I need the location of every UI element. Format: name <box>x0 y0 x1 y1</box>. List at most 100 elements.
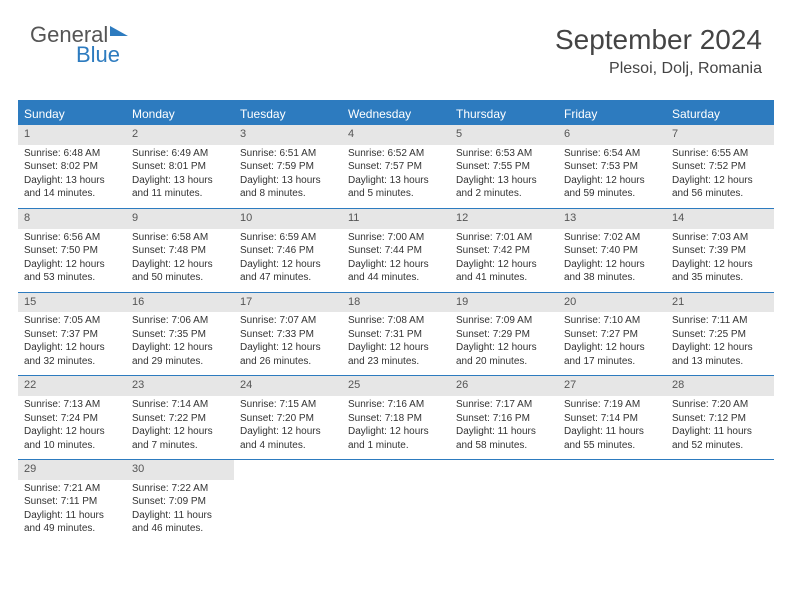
calendar-day: 22Sunrise: 7:13 AMSunset: 7:24 PMDayligh… <box>18 376 126 459</box>
daylight-line-1: Daylight: 11 hours <box>456 426 552 439</box>
dow-monday: Monday <box>126 102 234 125</box>
daylight-line-1: Daylight: 11 hours <box>132 510 228 523</box>
daylight-line-2: and 4 minutes. <box>240 440 336 453</box>
day-details: Sunrise: 7:14 AMSunset: 7:22 PMDaylight:… <box>126 399 234 452</box>
daylight-line-2: and 56 minutes. <box>672 188 768 201</box>
day-number: 30 <box>126 460 234 480</box>
daylight-line-2: and 35 minutes. <box>672 272 768 285</box>
calendar-day: 18Sunrise: 7:08 AMSunset: 7:31 PMDayligh… <box>342 293 450 376</box>
calendar-day: 30 Sunrise: 7:22 AMSunset: 7:09 PMDayligh… <box>126 460 234 543</box>
daylight-line-2: and 52 minutes. <box>672 440 768 453</box>
sunrise-line: Sunrise: 7:03 AM <box>672 232 768 245</box>
calendar-day: 8Sunrise: 6:56 AMSunset: 7:50 PMDaylight… <box>18 209 126 292</box>
calendar-day: 13 Sunrise: 7:02 AMSunset: 7:40 PMDayligh… <box>558 209 666 292</box>
daylight-line-1: Daylight: 13 hours <box>456 175 552 188</box>
daylight-line-1: Daylight: 12 hours <box>24 426 120 439</box>
sunset-line: Sunset: 7:48 PM <box>132 245 228 258</box>
daylight-line-2: and 23 minutes. <box>348 356 444 369</box>
daylight-line-1: Daylight: 12 hours <box>24 259 120 272</box>
daylight-line-2: and 49 minutes. <box>24 523 120 536</box>
calendar-day: 19Sunrise: 7:09 AMSunset: 7:29 PMDayligh… <box>450 293 558 376</box>
daylight-line-2: and 59 minutes. <box>564 188 660 201</box>
daylight-line-2: and 11 minutes. <box>132 188 228 201</box>
sunrise-line: Sunrise: 7:22 AM <box>132 483 228 496</box>
day-details: Sunrise: 7:07 AMSunset: 7:33 PMDaylight:… <box>234 315 342 368</box>
calendar-week: 15Sunrise: 7:05 AMSunset: 7:37 PMDayligh… <box>18 293 774 377</box>
day-number: 13 <box>558 209 666 229</box>
calendar-week: 22Sunrise: 7:13 AMSunset: 7:24 PMDayligh… <box>18 376 774 460</box>
sunset-line: Sunset: 7:31 PM <box>348 329 444 342</box>
daylight-line-1: Daylight: 12 hours <box>240 342 336 355</box>
sunrise-line: Sunrise: 7:05 AM <box>24 315 120 328</box>
daylight-line-1: Daylight: 12 hours <box>348 426 444 439</box>
daylight-line-1: Daylight: 12 hours <box>672 175 768 188</box>
day-details: Sunrise: 7:22 AMSunset: 7:09 PMDaylight:… <box>126 483 234 536</box>
day-number: 23 <box>126 376 234 396</box>
daylight-line-2: and 47 minutes. <box>240 272 336 285</box>
day-number: 27 <box>558 376 666 396</box>
calendar-week: 8Sunrise: 6:56 AMSunset: 7:50 PMDaylight… <box>18 209 774 293</box>
sunrise-line: Sunrise: 6:48 AM <box>24 148 120 161</box>
sunset-line: Sunset: 7:16 PM <box>456 413 552 426</box>
sunset-line: Sunset: 7:52 PM <box>672 161 768 174</box>
sunset-line: Sunset: 7:18 PM <box>348 413 444 426</box>
calendar-day: 16Sunrise: 7:06 AMSunset: 7:35 PMDayligh… <box>126 293 234 376</box>
daylight-line-2: and 26 minutes. <box>240 356 336 369</box>
sunset-line: Sunset: 7:27 PM <box>564 329 660 342</box>
sunrise-line: Sunrise: 6:58 AM <box>132 232 228 245</box>
daylight-line-2: and 44 minutes. <box>348 272 444 285</box>
day-number: 12 <box>450 209 558 229</box>
daylight-line-1: Daylight: 12 hours <box>132 342 228 355</box>
daylight-line-1: Daylight: 12 hours <box>348 259 444 272</box>
daylight-line-1: Daylight: 11 hours <box>24 510 120 523</box>
sunset-line: Sunset: 7:33 PM <box>240 329 336 342</box>
calendar-day: 14Sunrise: 7:03 AMSunset: 7:39 PMDayligh… <box>666 209 774 292</box>
sunset-line: Sunset: 7:44 PM <box>348 245 444 258</box>
calendar-day: 25Sunrise: 7:16 AMSunset: 7:18 PMDayligh… <box>342 376 450 459</box>
day-details: Sunrise: 7:16 AMSunset: 7:18 PMDaylight:… <box>342 399 450 452</box>
calendar-day <box>450 460 558 543</box>
day-details: Sunrise: 7:06 AMSunset: 7:35 PMDaylight:… <box>126 315 234 368</box>
day-details: Sunrise: 6:58 AMSunset: 7:48 PMDaylight:… <box>126 232 234 285</box>
sunset-line: Sunset: 7:09 PM <box>132 496 228 509</box>
daylight-line-2: and 53 minutes. <box>24 272 120 285</box>
day-number: 9 <box>126 209 234 229</box>
sunset-line: Sunset: 7:20 PM <box>240 413 336 426</box>
sunrise-line: Sunrise: 7:14 AM <box>132 399 228 412</box>
day-number: 26 <box>450 376 558 396</box>
daylight-line-1: Daylight: 12 hours <box>132 259 228 272</box>
calendar-day: 7Sunrise: 6:55 AMSunset: 7:52 PMDaylight… <box>666 125 774 208</box>
sunrise-line: Sunrise: 7:02 AM <box>564 232 660 245</box>
daylight-line-2: and 58 minutes. <box>456 440 552 453</box>
day-number: 28 <box>666 376 774 396</box>
sunrise-line: Sunrise: 7:09 AM <box>456 315 552 328</box>
calendar-day: 17Sunrise: 7:07 AMSunset: 7:33 PMDayligh… <box>234 293 342 376</box>
day-number: 4 <box>342 125 450 145</box>
calendar-day: 6Sunrise: 6:54 AMSunset: 7:53 PMDaylight… <box>558 125 666 208</box>
calendar-day: 21Sunrise: 7:11 AMSunset: 7:25 PMDayligh… <box>666 293 774 376</box>
calendar-week: 29Sunrise: 7:21 AMSunset: 7:11 PMDayligh… <box>18 460 774 543</box>
day-details: Sunrise: 6:55 AMSunset: 7:52 PMDaylight:… <box>666 148 774 201</box>
daylight-line-2: and 38 minutes. <box>564 272 660 285</box>
calendar-day: 3Sunrise: 6:51 AMSunset: 7:59 PMDaylight… <box>234 125 342 208</box>
sunrise-line: Sunrise: 7:01 AM <box>456 232 552 245</box>
calendar-body: 1Sunrise: 6:48 AMSunset: 8:02 PMDaylight… <box>18 125 774 543</box>
daylight-line-2: and 46 minutes. <box>132 523 228 536</box>
day-details: Sunrise: 6:48 AMSunset: 8:02 PMDaylight:… <box>18 148 126 201</box>
sunrise-line: Sunrise: 6:53 AM <box>456 148 552 161</box>
day-number: 14 <box>666 209 774 229</box>
sunset-line: Sunset: 7:14 PM <box>564 413 660 426</box>
day-number: 19 <box>450 293 558 313</box>
calendar-day <box>234 460 342 543</box>
daylight-line-1: Daylight: 13 hours <box>348 175 444 188</box>
day-number: 16 <box>126 293 234 313</box>
daylight-line-1: Daylight: 12 hours <box>456 259 552 272</box>
day-number: 21 <box>666 293 774 313</box>
day-details: Sunrise: 7:02 AMSunset: 7:40 PMDaylight:… <box>558 232 666 285</box>
day-details: Sunrise: 6:53 AMSunset: 7:55 PMDaylight:… <box>450 148 558 201</box>
daylight-line-2: and 50 minutes. <box>132 272 228 285</box>
daylight-line-2: and 32 minutes. <box>24 356 120 369</box>
day-details: Sunrise: 7:10 AMSunset: 7:27 PMDaylight:… <box>558 315 666 368</box>
daylight-line-1: Daylight: 12 hours <box>456 342 552 355</box>
calendar-day: 5Sunrise: 6:53 AMSunset: 7:55 PMDaylight… <box>450 125 558 208</box>
